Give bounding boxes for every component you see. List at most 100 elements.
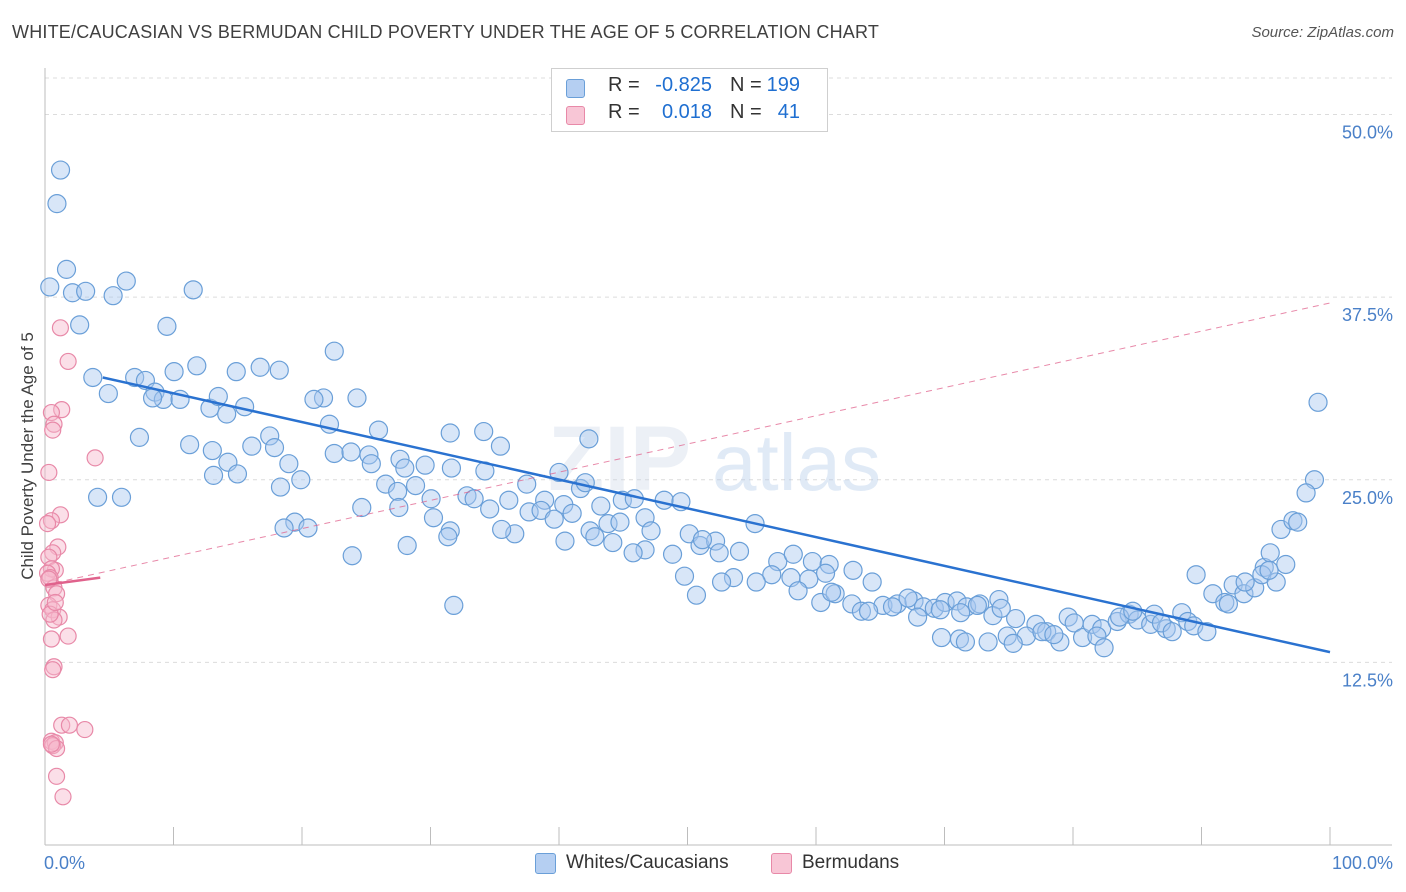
whites-point bbox=[991, 598, 1011, 618]
whites-point bbox=[129, 427, 150, 447]
whites-point bbox=[1266, 572, 1286, 592]
whites-point bbox=[227, 464, 248, 484]
whites-point bbox=[264, 438, 285, 458]
whites-point bbox=[103, 286, 123, 306]
whites-point bbox=[390, 449, 410, 469]
whites-points bbox=[40, 160, 1328, 658]
whites-point bbox=[187, 356, 207, 376]
whites-point bbox=[930, 600, 950, 620]
whites-point bbox=[955, 632, 976, 652]
whites-point bbox=[1032, 622, 1052, 642]
bermudans-swatch bbox=[566, 106, 585, 125]
whites-point bbox=[421, 489, 441, 509]
whites-point bbox=[164, 362, 184, 382]
whites-point bbox=[709, 543, 729, 563]
axes bbox=[44, 68, 1392, 846]
r-label: R = bbox=[608, 74, 640, 96]
whites-point bbox=[1044, 625, 1064, 645]
whites-swatch bbox=[566, 79, 585, 98]
whites-point bbox=[397, 535, 417, 556]
bermudans-point bbox=[60, 716, 79, 734]
whites-point bbox=[376, 474, 396, 494]
whites-point bbox=[464, 489, 484, 509]
whites-point bbox=[304, 389, 324, 410]
whites-point bbox=[1235, 572, 1255, 592]
whites-point bbox=[585, 527, 605, 547]
whites-point bbox=[947, 591, 967, 611]
whites-point bbox=[180, 435, 200, 455]
whites-point bbox=[517, 474, 537, 494]
whites-point bbox=[440, 423, 460, 443]
whites-point bbox=[270, 477, 291, 497]
whites-point bbox=[603, 532, 623, 553]
whites-point bbox=[1296, 483, 1316, 503]
y-axis-label: Child Poverty Under the Age of 5 bbox=[18, 332, 37, 580]
whites-point bbox=[1087, 626, 1107, 646]
whites-point bbox=[531, 500, 551, 521]
whites-point bbox=[535, 490, 555, 510]
whites-point bbox=[368, 420, 389, 440]
bermudans-point bbox=[59, 352, 77, 371]
whites-point bbox=[623, 543, 643, 563]
whites-point bbox=[746, 572, 766, 592]
n-label: N = bbox=[730, 74, 762, 96]
whites-point bbox=[444, 595, 464, 616]
r-label: R = bbox=[608, 101, 640, 123]
whites-point bbox=[978, 632, 998, 652]
bermudans-point bbox=[46, 593, 64, 612]
whites-point bbox=[882, 597, 903, 617]
whites-point bbox=[111, 487, 132, 507]
whites-point bbox=[858, 601, 879, 621]
whites-point bbox=[389, 497, 409, 518]
whites-point bbox=[352, 497, 372, 518]
whites-point bbox=[951, 603, 971, 623]
n-value: 41 bbox=[777, 101, 800, 123]
whites-point bbox=[490, 436, 511, 456]
whites-point bbox=[635, 540, 655, 560]
bermudans-legend-label: Bermudans bbox=[802, 852, 900, 873]
whites-point bbox=[298, 518, 318, 538]
whites-point bbox=[1218, 594, 1238, 614]
whites-point bbox=[873, 595, 893, 616]
whites-point bbox=[415, 455, 435, 475]
whites-point bbox=[116, 271, 136, 291]
r-value: -0.825 bbox=[655, 74, 712, 96]
whites-point bbox=[967, 595, 987, 616]
bermudans-trend bbox=[44, 576, 101, 587]
y-tick-label: 12.5% bbox=[1342, 670, 1393, 690]
whites-point bbox=[1082, 614, 1102, 634]
whites-point bbox=[279, 454, 299, 474]
whites-point bbox=[549, 462, 569, 483]
whites-point bbox=[208, 386, 228, 407]
r-value: 0.018 bbox=[661, 101, 712, 123]
bermudans-point bbox=[42, 630, 61, 648]
whites-point bbox=[40, 277, 60, 297]
whites-point bbox=[324, 443, 344, 464]
whites-point bbox=[579, 429, 599, 449]
whites-point bbox=[1072, 627, 1093, 648]
whites-point bbox=[260, 426, 280, 446]
whites-point bbox=[441, 458, 462, 478]
x-tick-label: 0.0% bbox=[44, 853, 85, 873]
whites-point bbox=[492, 519, 512, 540]
whites-point bbox=[341, 442, 361, 462]
whites-point bbox=[250, 357, 270, 377]
whites-point bbox=[821, 582, 842, 602]
whites-point bbox=[76, 281, 96, 301]
whites-point bbox=[1308, 392, 1328, 412]
whites-point bbox=[762, 565, 782, 585]
whites-point bbox=[1197, 622, 1217, 642]
whites-point bbox=[347, 388, 367, 408]
whites-point bbox=[815, 563, 836, 583]
whites-point bbox=[1006, 608, 1026, 629]
whites-point bbox=[723, 568, 744, 588]
whites-point bbox=[438, 527, 458, 547]
y-tick-label: 37.5% bbox=[1342, 305, 1393, 325]
bermudans-point bbox=[40, 463, 58, 482]
whites-point bbox=[269, 360, 289, 380]
whites-point bbox=[674, 566, 695, 586]
whites-point bbox=[1162, 622, 1182, 642]
bermudans-point bbox=[44, 661, 62, 679]
whites-point bbox=[1003, 633, 1023, 653]
whites-point bbox=[931, 627, 952, 648]
